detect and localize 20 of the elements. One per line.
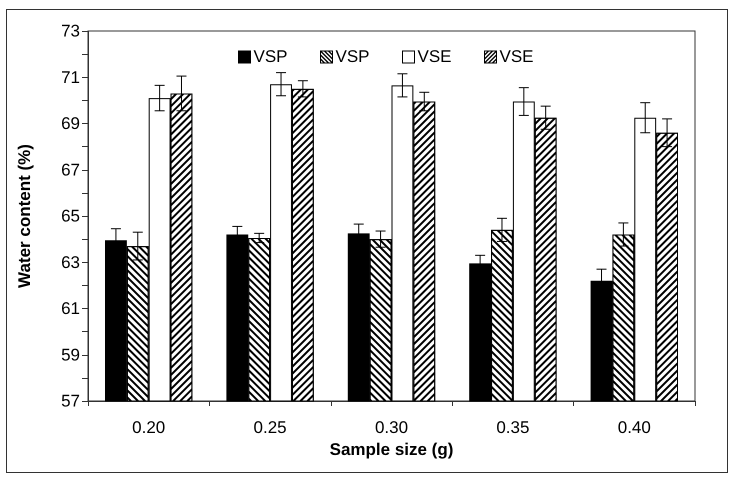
- legend-label: VSP: [254, 47, 288, 66]
- y-tick-label: 57: [61, 392, 80, 410]
- x-tick-label: 0.35: [496, 418, 530, 437]
- y-tick-label: 73: [61, 22, 80, 40]
- x-tick-label: 0.20: [132, 418, 166, 437]
- y-tick-label: 71: [61, 68, 80, 87]
- y-tick-label: 61: [61, 299, 80, 318]
- y-axis-title: Water content (%): [15, 144, 34, 288]
- y-tick-label: 59: [61, 345, 80, 364]
- y-tick-label: 65: [61, 206, 80, 226]
- y-tick-label: 67: [61, 160, 80, 180]
- x-tick-label: 0.30: [374, 418, 408, 437]
- x-tick-label: 0.40: [618, 418, 651, 437]
- legend-label: VSP: [336, 47, 370, 66]
- y-tick-label: 63: [61, 252, 80, 272]
- x-tick-label: 0.25: [254, 418, 287, 437]
- legend-label: VSE: [418, 47, 452, 66]
- y-tick-label: 69: [61, 114, 80, 133]
- x-axis-title: Sample size (g): [330, 440, 454, 459]
- legend-label: VSE: [500, 47, 534, 66]
